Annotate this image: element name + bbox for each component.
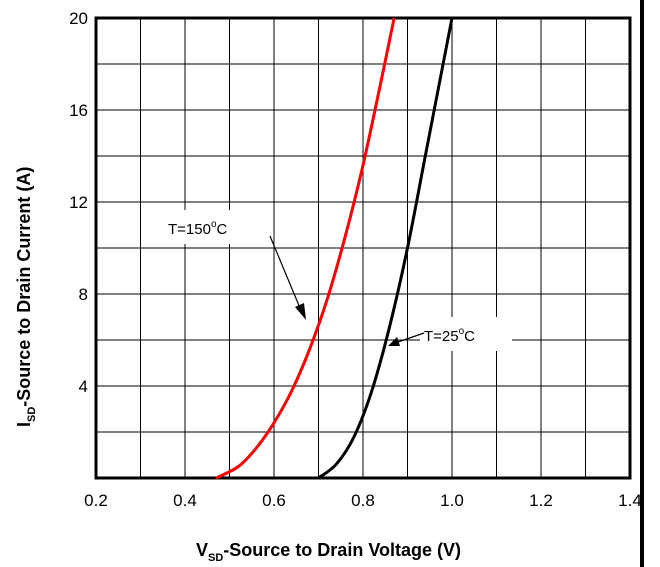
y-tick-label: 8 <box>79 285 88 304</box>
plot-frame <box>94 16 632 480</box>
annotation-150c: T=150oC <box>158 210 306 320</box>
image-right-border <box>640 0 644 567</box>
y-tick-labels: 4 8 12 16 20 <box>69 9 88 396</box>
series-line-25c <box>317 17 454 480</box>
annotation-150c-arrowhead <box>295 303 306 320</box>
x-tick-label: 0.4 <box>173 491 197 510</box>
y-tick-label: 16 <box>69 101 88 120</box>
annotation-25c-leader <box>397 332 425 343</box>
x-tick-label: 1.2 <box>529 491 553 510</box>
x-axis-title: VSD-Source to Drain Voltage (V) <box>196 540 461 564</box>
series-lines <box>215 17 454 480</box>
x-tick-label: 0.2 <box>84 491 108 510</box>
x-tick-label: 0.6 <box>262 491 286 510</box>
annotation-25c-arrowhead <box>388 337 400 346</box>
annotation-150c-leader <box>269 235 301 309</box>
x-tick-label: 1.4 <box>618 491 642 510</box>
annotation-25c: T=25oC <box>388 317 512 351</box>
y-tick-label: 20 <box>69 9 88 28</box>
annotation-25c-text: T=25oC <box>424 326 475 345</box>
y-tick-label: 12 <box>69 193 88 212</box>
y-axis-title: ISD-Source to Drain Current (A) <box>14 167 38 427</box>
grid <box>96 18 630 478</box>
series-line-150c <box>215 17 396 480</box>
y-tick-label: 4 <box>79 377 88 396</box>
x-tick-label: 0.8 <box>351 491 375 510</box>
annotation-150c-text: T=150oC <box>168 219 228 238</box>
x-tick-label: 1.0 <box>440 491 464 510</box>
x-tick-labels: 0.2 0.4 0.6 0.8 1.0 1.2 1.4 <box>84 491 642 510</box>
